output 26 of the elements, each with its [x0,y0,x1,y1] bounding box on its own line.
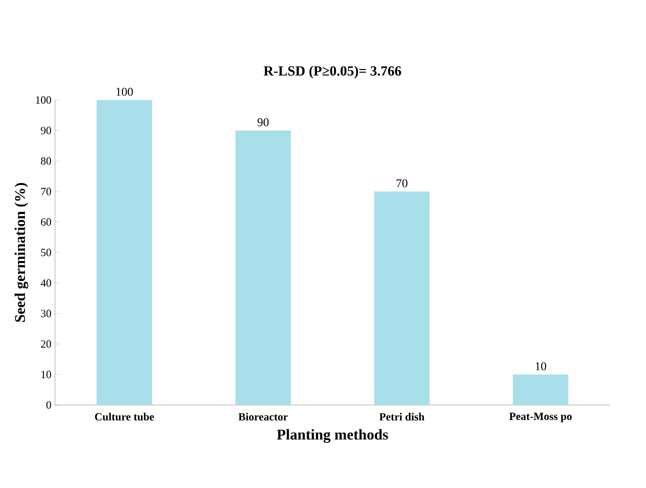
y-tick-label: 50 [41,248,52,256]
y-tick-label: 70 [41,188,52,196]
y-tick-label: 100 [36,96,52,104]
x-axis-title: Planting methods [276,429,388,443]
bar [235,130,291,405]
bar [374,191,430,405]
y-tick-label: 90 [40,126,52,134]
x-tick-label: Bioreactor [238,412,288,420]
data-label: 100 [116,88,133,96]
y-tick-label: 30 [41,310,52,318]
x-tick-label: Peat-Moss po [509,412,572,422]
bar [512,374,568,405]
y-tick-label: 20 [41,340,52,348]
y-tick-label: 80 [40,157,52,165]
y-tick-label: 60 [40,218,52,226]
data-label: 10 [536,362,546,370]
data-label: 70 [396,179,408,188]
x-tick-label: Culture tube [95,412,154,421]
chart-title: R-LSD (P≥0.05)= 3.766 [264,66,402,78]
x-tick-label: Petri dish [379,412,424,420]
bar [96,100,152,405]
y-axis-title: Seed germination (%) [14,183,28,322]
y-tick-label: 10 [41,370,52,378]
y-tick-label: 40 [40,279,52,287]
data-label: 90 [258,118,269,126]
y-tick-label: 0 [46,401,52,409]
